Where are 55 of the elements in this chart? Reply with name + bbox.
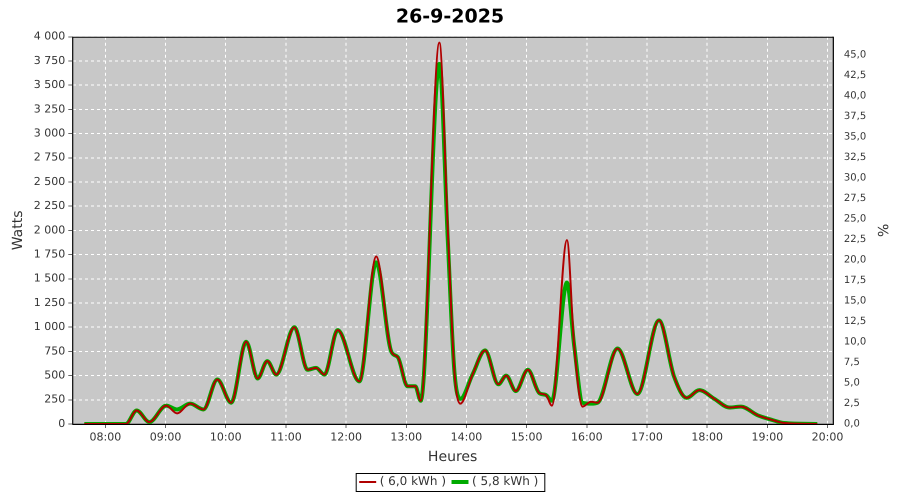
x-tick-label: 13:00 [390, 430, 422, 444]
y-tick-label: 750 [44, 344, 66, 358]
y-tick-label: 3 250 [34, 102, 66, 116]
y2-tick-label: 32,5 [844, 152, 866, 163]
y2-tick-label: 12,5 [844, 316, 866, 328]
x-tick-label: 17:00 [631, 430, 663, 444]
legend-label: ( 6,0 kWh ) [380, 474, 446, 488]
y-tick-label: 500 [44, 368, 66, 382]
y-tick-label: 3 500 [34, 78, 66, 92]
x-tick-label: 10:00 [210, 430, 242, 444]
y-tick-label: 2 000 [34, 223, 66, 236]
y2-tick-label: 37,5 [844, 110, 866, 122]
y2-tick-label: 20,0 [844, 254, 866, 266]
y-axis-title: Watts [10, 210, 26, 250]
y-tick-label: 4 000 [34, 30, 66, 43]
y2-tick-label: 22,5 [844, 234, 866, 246]
y2-tick-label: 27,5 [844, 193, 866, 204]
y2-tick-label: 40,0 [844, 90, 866, 102]
x-axis-title: Heures [428, 449, 478, 466]
x-tick-label: 09:00 [150, 430, 182, 444]
x-tick-label: 14:00 [450, 430, 482, 444]
y2-tick-label: 5,0 [844, 378, 860, 389]
y-tick-label: 1 500 [34, 272, 66, 285]
x-tick-label: 12:00 [330, 430, 362, 444]
x-tick-label: 18:00 [691, 430, 724, 444]
y2-axis-title: % [874, 224, 890, 238]
y2-tick-label: 42,5 [844, 70, 866, 81]
y2-tick-label: 0,0 [844, 418, 860, 430]
y2-tick-label: 25,0 [844, 214, 866, 225]
y2-tick-label: 35,0 [844, 131, 866, 142]
y2-tick-label: 15,0 [844, 296, 866, 307]
y-tick-label: 2 250 [34, 199, 66, 212]
y-tick-label: 1 750 [34, 247, 66, 260]
x-tick-label: 08:00 [90, 430, 122, 444]
x-tick-label: 15:00 [510, 430, 542, 444]
chart-title: 26-9-2025 [396, 5, 504, 28]
y-tick-label: 250 [44, 392, 66, 406]
y-tick-label: 3 750 [34, 54, 66, 67]
y-tick-label: 0 [58, 416, 66, 430]
y2-tick-label: 10,0 [844, 336, 866, 348]
legend-label: ( 5,8 kWh ) [472, 474, 538, 488]
y2-tick-label: 17,5 [844, 275, 866, 286]
y-tick-label: 1 250 [34, 296, 66, 309]
x-tick-label: 11:00 [270, 430, 302, 444]
y-tick-label: 1 000 [34, 320, 66, 334]
y2-tick-label: 2,5 [844, 398, 860, 410]
y-tick-label: 2 500 [34, 174, 66, 188]
x-tick-label: 19:00 [751, 430, 784, 444]
x-tick-label: 20:00 [812, 430, 844, 444]
y2-tick-label: 7,5 [844, 357, 860, 368]
y-tick-label: 2 750 [34, 150, 66, 164]
x-tick-label: 16:00 [570, 430, 603, 444]
y2-tick-label: 45,0 [844, 49, 866, 60]
y2-tick-label: 30,0 [844, 172, 866, 184]
y-tick-label: 3 000 [34, 126, 66, 140]
